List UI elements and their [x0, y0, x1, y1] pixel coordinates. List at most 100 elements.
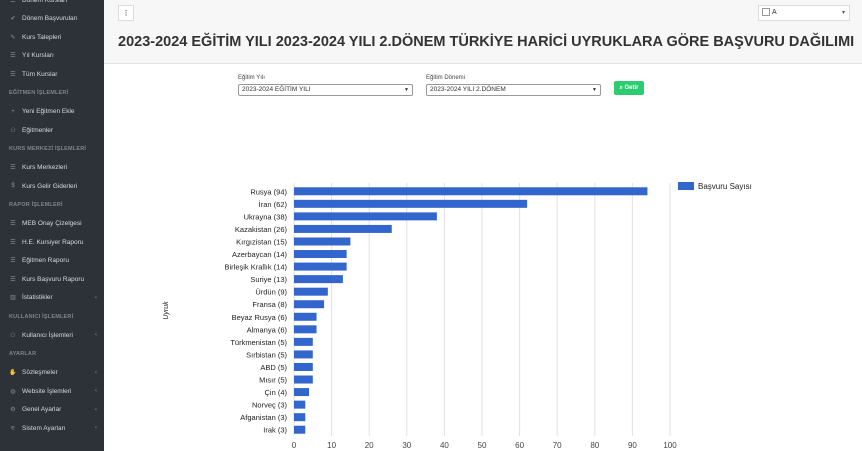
sidebar-item[interactable]: ✔ Dönem Başvuruları: [0, 10, 104, 29]
x-tick-label: 80: [590, 441, 599, 450]
page-header: 2023-2024 EĞİTİM YILI 2023-2024 YILI 2.D…: [104, 26, 862, 64]
sidebar-item-label: Dönem Başvuruları: [22, 15, 78, 23]
sliders-icon: ⚟: [10, 425, 16, 432]
list-icon: ☰: [10, 0, 16, 4]
bar: [294, 212, 437, 221]
sidebar-item-label: Dönem Kursları: [22, 0, 68, 4]
category-label: Beyaz Rusya (6): [232, 313, 288, 322]
sidebar-item[interactable]: ☰ Kurs Merkezleri: [0, 159, 104, 178]
sidebar-section-header: RAPOR İŞLEMLERİ: [9, 202, 63, 208]
bar: [294, 425, 306, 434]
dollar-icon: $: [11, 183, 15, 190]
sidebar-item[interactable]: ☰ Tüm Kurslar: [0, 65, 104, 84]
list-icon: ☰: [10, 53, 16, 60]
chevron-left-icon: ‹: [95, 406, 97, 413]
sidebar-item[interactable]: ◍ Website İşlemleri ‹: [0, 382, 104, 401]
chevron-left-icon: ‹: [95, 332, 97, 339]
term-select-value: 2023-2024 YILI 2.DÖNEM: [430, 86, 506, 93]
chevron-down-icon: ▼: [404, 87, 409, 93]
users-icon: ⚇: [10, 332, 16, 339]
category-label: Birleşik Krallık (14): [224, 263, 287, 272]
term-filter-label: Eğitim Dönemi: [426, 75, 466, 81]
category-label: Türkmenistan (5): [230, 338, 287, 347]
sidebar-item[interactable]: ⚇ Eğitmenler: [0, 121, 104, 140]
sidebar-item[interactable]: ☰ Dönem Kursları: [0, 0, 104, 10]
sidebar: ☰ Dönem Kursları ✔ Dönem Başvuruları ✎ Kurs T…: [0, 0, 104, 451]
sidebar-item[interactable]: $ Kurs Gelir Giderleri: [0, 177, 104, 196]
sidebar-item[interactable]: + Yeni Eğitmen Ekle: [0, 103, 104, 122]
sidebar-item[interactable]: ☰ Eğitmen Raporu: [0, 252, 104, 271]
sidebar-item[interactable]: ⚙ Genel Ayarlar ‹: [0, 401, 104, 420]
category-label: Almanya (6): [247, 325, 288, 334]
legend-label: Başvuru Sayısı: [698, 182, 752, 191]
category-label: Sırbistan (5): [246, 350, 287, 359]
category-label: Afganistan (3): [240, 413, 287, 422]
list-icon: ☰: [10, 165, 16, 172]
category-label: Kazakistan (26): [235, 225, 288, 234]
category-label: Kırgızistan (15): [236, 237, 287, 246]
submit-button[interactable]: ⌕ Getir: [614, 81, 644, 95]
chevron-down-icon: ▼: [592, 87, 597, 93]
x-tick-label: 20: [365, 441, 374, 450]
bar: [294, 312, 317, 321]
x-tick-label: 100: [663, 441, 677, 450]
check-icon: ✔: [10, 16, 16, 23]
list-icon: ☰: [10, 221, 16, 228]
bar: [294, 350, 313, 359]
user-menu[interactable]: A ▾: [758, 5, 850, 21]
sidebar-item-label: MEB Onay Çizelgesi: [22, 220, 82, 228]
menu-toggle-button[interactable]: ⁝: [118, 5, 134, 21]
chevron-down-icon: ▾: [841, 10, 845, 16]
sidebar-item[interactable]: ☰ Kurs Başvuru Raporu: [0, 270, 104, 289]
chevron-left-icon: ‹: [95, 425, 97, 432]
category-label: İran (62): [259, 200, 288, 209]
year-select[interactable]: 2023-2024 EĞİTİM YILI ▼: [238, 84, 413, 96]
x-tick-label: 90: [628, 441, 637, 450]
sidebar-item-label: Kurs Gelir Giderleri: [22, 182, 78, 190]
sidebar-item-label: Sözleşmeler: [22, 369, 58, 377]
user-plus-icon: +: [11, 108, 15, 115]
bar: [294, 388, 310, 397]
legend-swatch: [678, 182, 694, 190]
globe-icon: ◍: [10, 388, 16, 395]
sidebar-section-header: AYARLAR: [9, 351, 37, 357]
bar: [294, 325, 317, 334]
top-bar: ⁝ A ▾: [104, 0, 862, 26]
sidebar-item[interactable]: ⚟ Sistem Ayarları ‹: [0, 419, 104, 438]
category-label: Rusya (94): [250, 187, 287, 196]
bar: [294, 237, 351, 246]
sidebar-item-label: Eğitmen Raporu: [22, 257, 69, 265]
sidebar-item-label: Eğitmenler: [22, 126, 54, 134]
users-icon: ⚇: [10, 127, 16, 134]
sidebar-item[interactable]: ☰ H.E. Kursiyer Raporu: [0, 233, 104, 252]
x-tick-label: 0: [292, 441, 297, 450]
user-avatar-alt: A: [772, 9, 777, 16]
list-icon: ☰: [10, 258, 16, 265]
term-select[interactable]: 2023-2024 YILI 2.DÖNEM ▼: [426, 84, 601, 96]
sidebar-item-label: Website İşlemleri: [22, 387, 72, 395]
sidebar-item[interactable]: ☰ Yıl Kursları: [0, 47, 104, 66]
list-icon: ☰: [10, 71, 16, 78]
user-avatar-icon: [762, 8, 770, 17]
bar: [294, 224, 392, 233]
bar: [294, 413, 306, 422]
search-icon: ⌕: [619, 85, 623, 91]
sidebar-item-label: Yıl Kursları: [22, 52, 54, 60]
sidebar-item[interactable]: ☰ MEB Onay Çizelgesi: [0, 215, 104, 234]
bar: [294, 250, 347, 259]
sidebar-item[interactable]: ⚇ Kullanıcı İşlemleri ‹: [0, 326, 104, 345]
sidebar-item[interactable]: ✋ Sözleşmeler ‹: [0, 364, 104, 383]
x-tick-label: 30: [402, 441, 411, 450]
category-label: Mısır (5): [259, 376, 287, 385]
chevron-left-icon: ‹: [95, 294, 97, 301]
bar-chart-icon: ▥: [10, 295, 16, 302]
sidebar-item[interactable]: ▥ İstatistikler ‹: [0, 289, 104, 308]
x-tick-label: 70: [553, 441, 562, 450]
sidebar-item-label: H.E. Kursiyer Raporu: [22, 238, 84, 246]
sidebar-item[interactable]: ✎ Kurs Talepleri: [0, 28, 104, 47]
bar: [294, 300, 325, 309]
sidebar-item-label: Kurs Talepleri: [22, 33, 62, 41]
bar: [294, 199, 528, 208]
category-label: Fransa (8): [252, 300, 287, 309]
pencil-icon: ✎: [10, 34, 16, 41]
